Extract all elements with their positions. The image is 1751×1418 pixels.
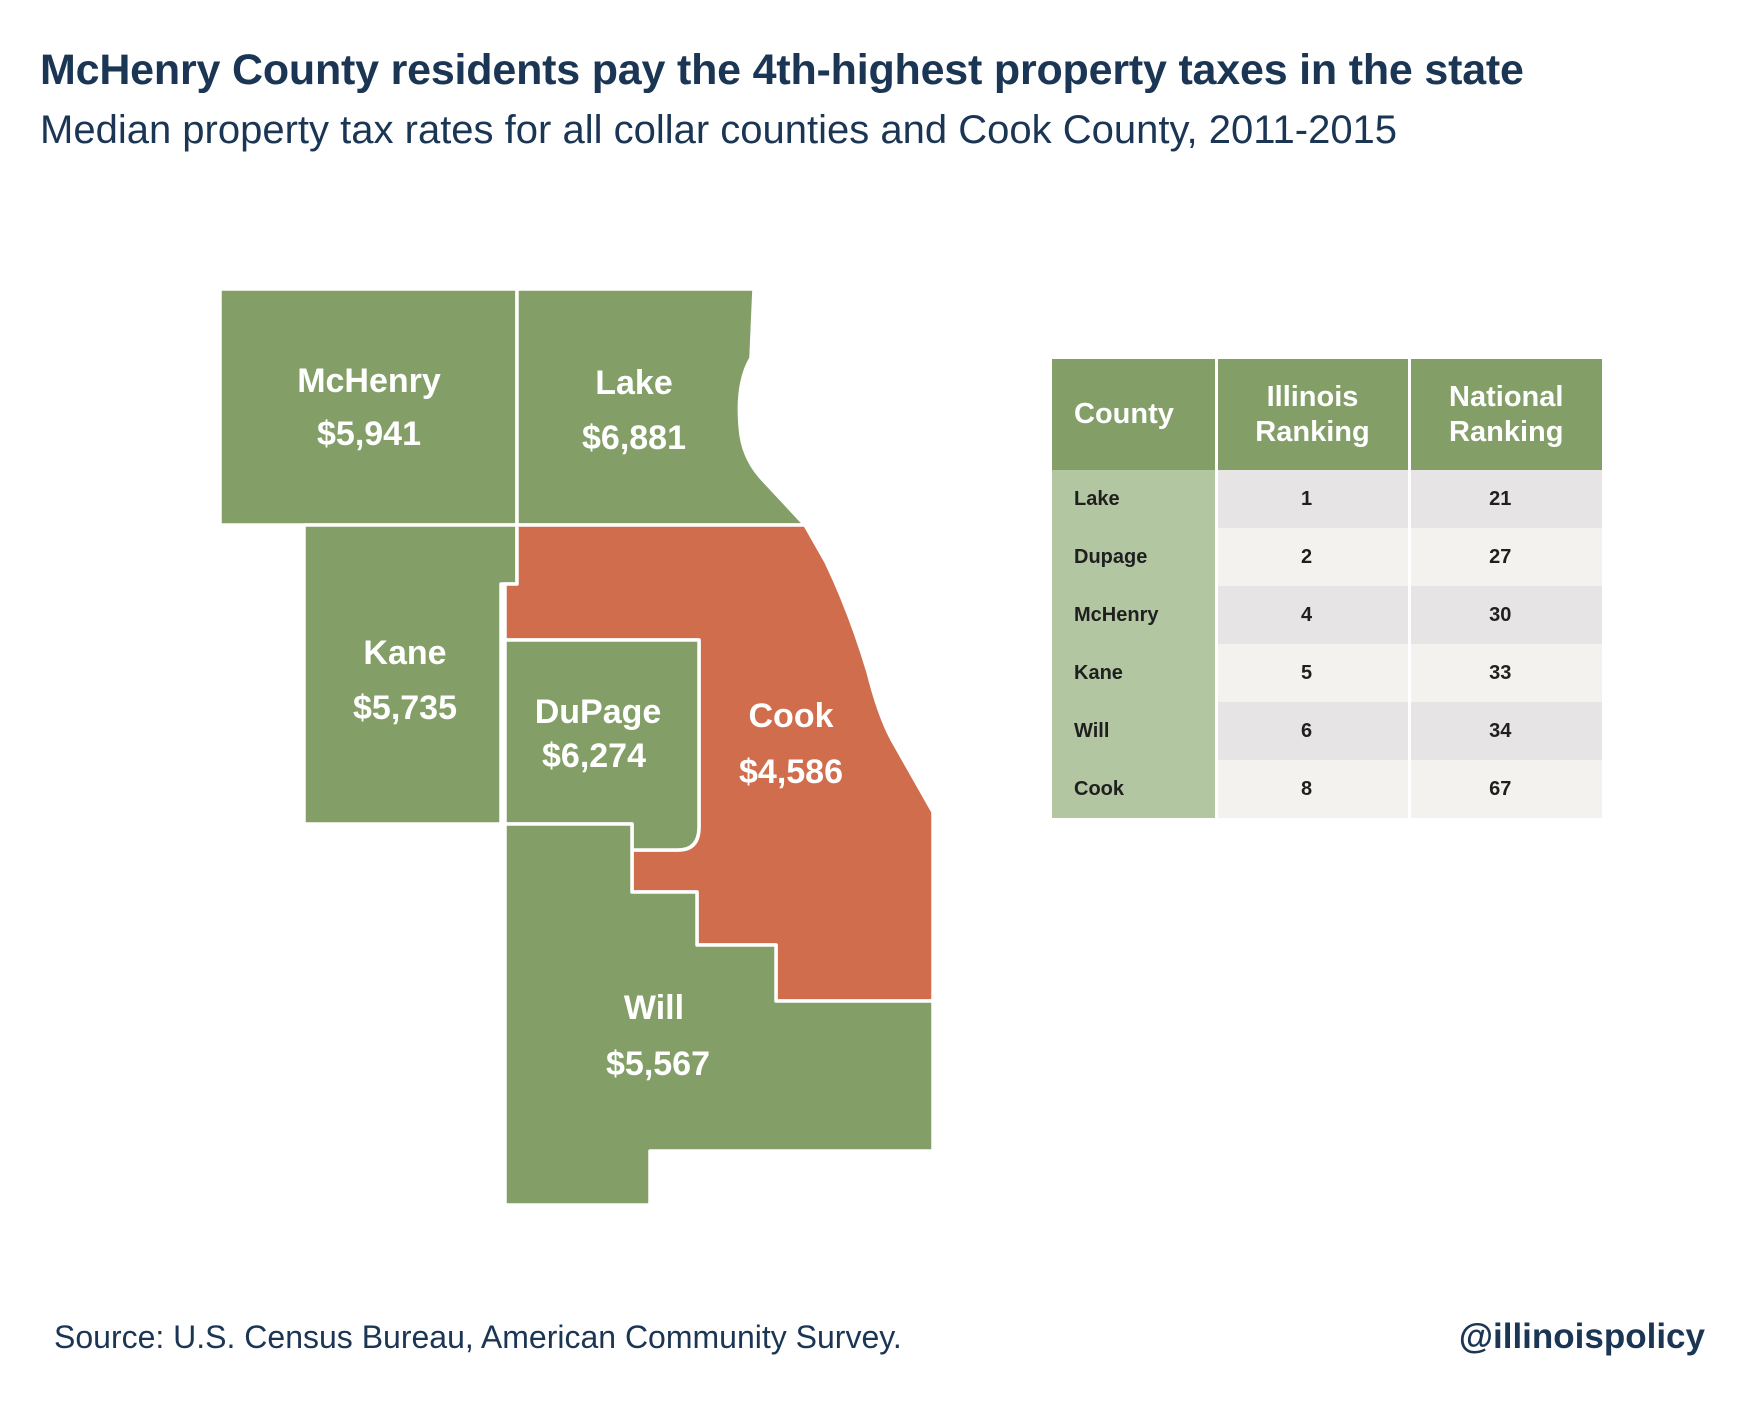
county-name-dupage: DuPage — [535, 693, 662, 731]
source-note: Source: U.S. Census Bureau, American Com… — [54, 1319, 902, 1355]
cell-illinois-ranking: 8 — [1216, 760, 1411, 818]
table-row: McHenry 4 30 — [1052, 586, 1602, 644]
county-shape-mchenry — [218, 287, 519, 527]
table-row: Cook 8 67 — [1052, 760, 1602, 818]
cell-national-ranking: 21 — [1409, 470, 1602, 528]
cell-national-ranking: 67 — [1409, 760, 1602, 818]
cell-illinois-ranking: 5 — [1216, 644, 1411, 702]
table-row: Lake 1 21 — [1052, 470, 1602, 528]
county-will[interactable]: Will $5,567 — [503, 822, 935, 1207]
county-shape-kane — [302, 523, 519, 826]
social-handle: @illinoispolicy — [1458, 1317, 1705, 1356]
cell-illinois-ranking: 2 — [1216, 528, 1411, 586]
cell-county: McHenry — [1052, 586, 1218, 644]
county-name-will: Will — [624, 989, 684, 1027]
county-lake[interactable]: Lake $6,881 — [515, 287, 807, 527]
county-cook[interactable]: Cook $4,586 — [503, 523, 935, 1003]
cell-county: Lake — [1052, 470, 1218, 528]
county-name-cook: Cook — [749, 697, 834, 735]
county-kane[interactable]: Kane $5,735 — [302, 523, 519, 826]
county-value-kane: $5,735 — [353, 689, 457, 727]
header-national-ranking: National Ranking — [1409, 359, 1602, 470]
county-value-will: $5,567 — [606, 1045, 710, 1083]
cell-illinois-ranking: 6 — [1216, 702, 1411, 760]
cell-national-ranking: 30 — [1409, 586, 1602, 644]
county-name-lake: Lake — [595, 364, 673, 402]
county-name-mchenry: McHenry — [297, 362, 441, 400]
table-row: Kane 5 33 — [1052, 644, 1602, 702]
county-value-mchenry: $5,941 — [317, 415, 421, 453]
cell-national-ranking: 33 — [1409, 644, 1602, 702]
table-header-row: County Illinois Ranking National Ranking — [1052, 359, 1602, 470]
page-title: McHenry County residents pay the 4th-hig… — [40, 46, 1524, 94]
cell-illinois-ranking: 4 — [1216, 586, 1411, 644]
table-row: Dupage 2 27 — [1052, 528, 1602, 586]
county-shape-lake — [515, 287, 807, 527]
cell-county: Will — [1052, 702, 1218, 760]
page-subtitle: Median property tax rates for all collar… — [40, 108, 1398, 152]
county-name-kane: Kane — [363, 634, 446, 672]
cell-county: Dupage — [1052, 528, 1218, 586]
cell-county: Cook — [1052, 760, 1218, 818]
county-value-lake: $6,881 — [582, 419, 686, 457]
cell-illinois-ranking: 1 — [1216, 470, 1411, 528]
cell-national-ranking: 27 — [1409, 528, 1602, 586]
county-value-cook: $4,586 — [739, 753, 843, 791]
cell-national-ranking: 34 — [1409, 702, 1602, 760]
county-shape-will — [503, 822, 935, 1207]
header-county: County — [1052, 359, 1218, 470]
county-mchenry[interactable]: McHenry $5,941 — [218, 287, 519, 527]
county-value-dupage: $6,274 — [542, 737, 646, 775]
table-row: Will 6 34 — [1052, 702, 1602, 760]
ranking-table: County Illinois Ranking National Ranking L… — [1052, 359, 1602, 818]
county-dupage[interactable]: DuPage $6,274 — [503, 638, 701, 852]
cell-county: Kane — [1052, 644, 1218, 702]
header-illinois-ranking: Illinois Ranking — [1216, 359, 1411, 470]
